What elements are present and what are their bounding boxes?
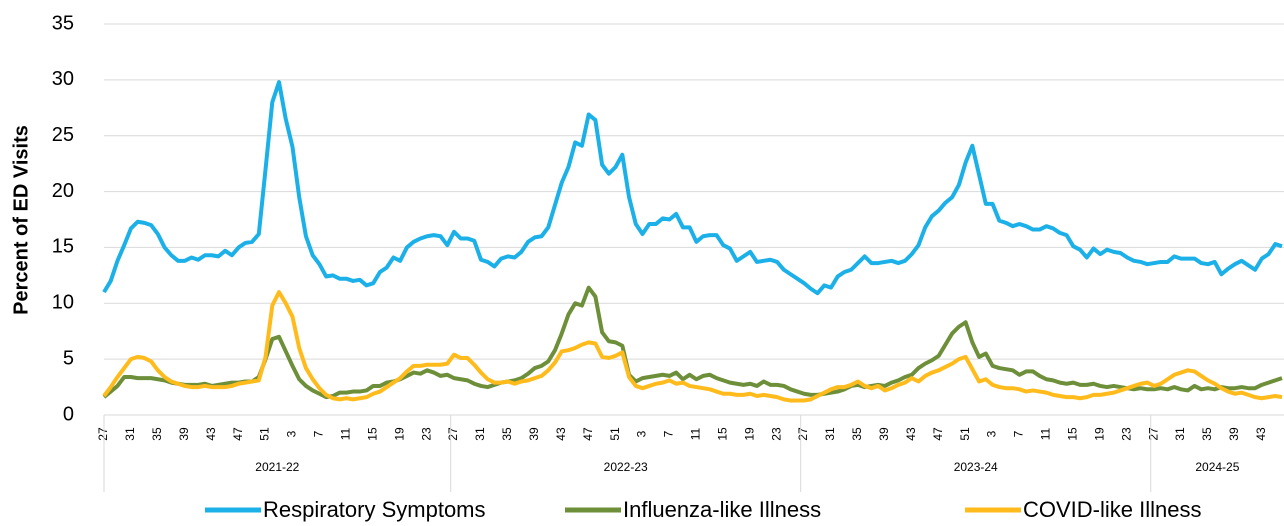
x-tick-label: 19 <box>742 427 756 441</box>
x-tick-label: 23 <box>419 427 433 441</box>
x-tick-label: 15 <box>1065 427 1079 441</box>
y-tick-label: 20 <box>52 180 74 202</box>
x-tick-label: 19 <box>392 427 406 441</box>
x-tick-label: 3 <box>985 430 999 437</box>
x-tick-label: 7 <box>662 430 676 437</box>
x-tick-label: 31 <box>823 427 837 441</box>
x-tick-label: 35 <box>1200 427 1214 441</box>
x-tick-label: 7 <box>312 430 326 437</box>
x-tick-label: 35 <box>500 427 514 441</box>
x-tick-label: 19 <box>1092 427 1106 441</box>
x-tick-label: 27 <box>1146 427 1160 441</box>
y-axis-title: Percent of ED Visits <box>10 125 32 315</box>
x-tick-label: 43 <box>904 427 918 441</box>
x-tick-label: 47 <box>581 427 595 441</box>
x-tick-label: 35 <box>850 427 864 441</box>
y-tick-label: 15 <box>52 236 74 258</box>
x-tick-label: 43 <box>204 427 218 441</box>
x-tick-label: 23 <box>1119 427 1133 441</box>
y-tick-label: 35 <box>52 12 74 34</box>
x-tick-label: 27 <box>96 427 110 441</box>
series-line <box>102 290 1283 403</box>
legend-label: Respiratory Symptoms <box>263 497 486 522</box>
legend-label: Influenza-like Illness <box>623 497 821 522</box>
y-tick-label: 25 <box>52 124 74 146</box>
x-tick-label: 51 <box>958 427 972 441</box>
series-line <box>102 80 1283 296</box>
group-label: 2023-24 <box>954 460 998 474</box>
x-tick-label: 27 <box>446 427 460 441</box>
x-tick-label: 51 <box>258 427 272 441</box>
group-label: 2021-22 <box>255 460 299 474</box>
x-tick-label: 31 <box>473 427 487 441</box>
x-tick-label: 31 <box>123 427 137 441</box>
x-tick-label: 35 <box>150 427 164 441</box>
x-tick-label: 11 <box>689 427 703 440</box>
x-tick-label: 47 <box>231 427 245 441</box>
legend-label: COVID-like Illness <box>1023 497 1201 522</box>
x-tick-label: 15 <box>715 427 729 441</box>
x-tick-label: 31 <box>1173 427 1187 441</box>
y-tick-label: 10 <box>52 292 74 314</box>
x-tick-label: 39 <box>527 427 541 441</box>
x-tick-label: 43 <box>554 427 568 441</box>
x-tick-label: 3 <box>635 430 649 437</box>
x-tick-label: 7 <box>1012 430 1026 437</box>
x-tick-label: 27 <box>796 427 810 441</box>
x-tick-label: 47 <box>931 427 945 441</box>
y-tick-label: 0 <box>63 403 74 425</box>
group-label: 2022-23 <box>604 460 648 474</box>
y-tick-label: 5 <box>63 347 74 369</box>
group-label: 2024-25 <box>1195 460 1239 474</box>
y-tick-label: 30 <box>52 68 74 90</box>
x-tick-label: 23 <box>769 427 783 441</box>
x-tick-label: 39 <box>177 427 191 441</box>
x-tick-label: 3 <box>285 430 299 437</box>
x-tick-label: 11 <box>1039 427 1053 440</box>
x-tick-label: 15 <box>365 427 379 441</box>
x-tick-label: 51 <box>608 427 622 441</box>
x-tick-label: 39 <box>877 427 891 441</box>
x-tick-label: 43 <box>1254 427 1268 441</box>
x-tick-label: 11 <box>339 427 353 440</box>
series-line <box>102 285 1283 400</box>
x-tick-label: 39 <box>1227 427 1241 441</box>
